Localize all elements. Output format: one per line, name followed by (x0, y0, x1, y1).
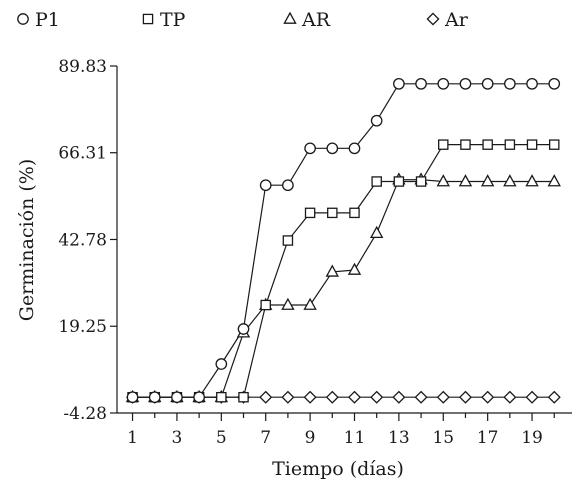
y-axis-title: Germinación (%) (16, 159, 38, 321)
series-p1 (126, 77, 561, 404)
data-point-tp (460, 139, 471, 150)
data-point-ar (481, 390, 495, 404)
x-tick-label: 17 (477, 428, 499, 448)
series-line-p1 (132, 83, 555, 398)
data-point-tp (393, 176, 405, 187)
plot-area (125, 77, 561, 404)
data-point-ar (259, 390, 273, 404)
legend: P1 TP AR Ar (17, 9, 469, 31)
data-point-tp (504, 139, 516, 150)
data-point-p1 (326, 142, 339, 155)
data-point-p1 (415, 77, 427, 90)
data-point-ar (436, 390, 450, 404)
data-point-p1 (259, 179, 272, 192)
data-point-ar (325, 390, 339, 404)
data-point-tp (526, 139, 538, 150)
data-point-tp (260, 299, 271, 311)
data-point-ar (281, 390, 295, 404)
legend-label-p1: P1 (35, 9, 60, 31)
data-point-ar (525, 390, 539, 404)
x-tick-label: 1 (127, 428, 138, 448)
data-point-ar (458, 174, 473, 187)
data-point-p1 (348, 142, 361, 155)
data-point-ar (547, 174, 561, 187)
y-tick-label: 66.31 (58, 144, 107, 164)
data-point-p1 (304, 142, 316, 155)
data-point-p1 (126, 391, 139, 404)
data-point-tp (216, 391, 227, 403)
y-axis: -4.28 19.25 42.78 66.31 89.83 (58, 57, 118, 424)
data-point-p1 (148, 391, 161, 404)
x-tick-label: 9 (305, 428, 316, 448)
legend-item-tp: TP (142, 9, 186, 31)
data-point-ar (369, 225, 384, 238)
data-point-ar (392, 390, 406, 404)
legend-item-p1: P1 (17, 9, 60, 31)
data-point-ar (503, 174, 517, 187)
y-tick-label: 42.78 (58, 230, 107, 250)
data-point-ar (414, 390, 428, 404)
data-point-ar (480, 174, 495, 187)
data-point-p1 (237, 323, 250, 335)
data-point-ar (347, 262, 362, 275)
legend-marker-ar (283, 11, 297, 24)
x-tick-label: 11 (344, 428, 366, 448)
x-tick-label: 19 (521, 428, 543, 448)
data-point-ar (303, 297, 317, 310)
data-point-ar (547, 390, 561, 404)
legend-item-ar: Ar (426, 9, 469, 31)
data-point-p1 (171, 391, 183, 404)
data-point-ar (347, 390, 362, 404)
data-point-ar (281, 297, 295, 310)
data-point-ar (458, 390, 472, 404)
data-point-ar (370, 390, 384, 404)
legend-label-ar: Ar (444, 9, 469, 31)
data-point-p1 (215, 358, 228, 370)
x-tick-label: 7 (260, 428, 271, 448)
data-point-tp (327, 207, 338, 219)
data-point-ar (325, 264, 339, 277)
data-point-p1 (504, 77, 516, 90)
legend-item-ar: AR (283, 9, 331, 31)
data-point-p1 (437, 77, 450, 90)
y-tick-label: -4.28 (63, 404, 107, 424)
data-point-tp (371, 176, 382, 187)
data-point-p1 (193, 391, 205, 404)
data-point-tp (438, 139, 449, 150)
data-point-tp (238, 391, 249, 403)
data-point-p1 (548, 77, 561, 90)
data-point-p1 (393, 77, 405, 90)
x-tick-label: 5 (216, 428, 227, 448)
legend-marker-p1 (17, 13, 29, 25)
data-point-tp (548, 139, 560, 150)
data-point-p1 (370, 114, 383, 127)
legend-label-tp: TP (160, 9, 186, 31)
legend-marker-tp (142, 13, 154, 25)
data-point-tp (282, 235, 294, 246)
data-point-tp (482, 139, 493, 150)
data-point-ar (525, 174, 539, 187)
x-axis-title: Tiempo (días) (272, 458, 404, 480)
y-tick-label: 19.25 (58, 317, 107, 337)
series-tp (127, 139, 560, 403)
data-point-p1 (481, 77, 494, 90)
data-point-tp (304, 207, 316, 219)
x-tick-label: 13 (388, 428, 410, 448)
data-point-ar (436, 174, 450, 187)
data-point-p1 (459, 77, 472, 90)
legend-marker-ar (426, 12, 440, 26)
y-tick-label: 89.83 (58, 57, 107, 77)
data-point-p1 (282, 179, 294, 192)
series-ar (125, 172, 561, 403)
data-point-tp (349, 207, 360, 219)
data-point-ar (303, 390, 317, 404)
x-tick-label: 15 (432, 428, 454, 448)
data-point-p1 (526, 77, 538, 90)
legend-label-ar: AR (301, 9, 331, 31)
data-point-tp (415, 176, 427, 187)
x-tick-label: 3 (172, 428, 183, 448)
x-axis: 1 3 5 7 9 11 13 15 17 19 (117, 412, 572, 448)
data-point-ar (503, 390, 517, 404)
